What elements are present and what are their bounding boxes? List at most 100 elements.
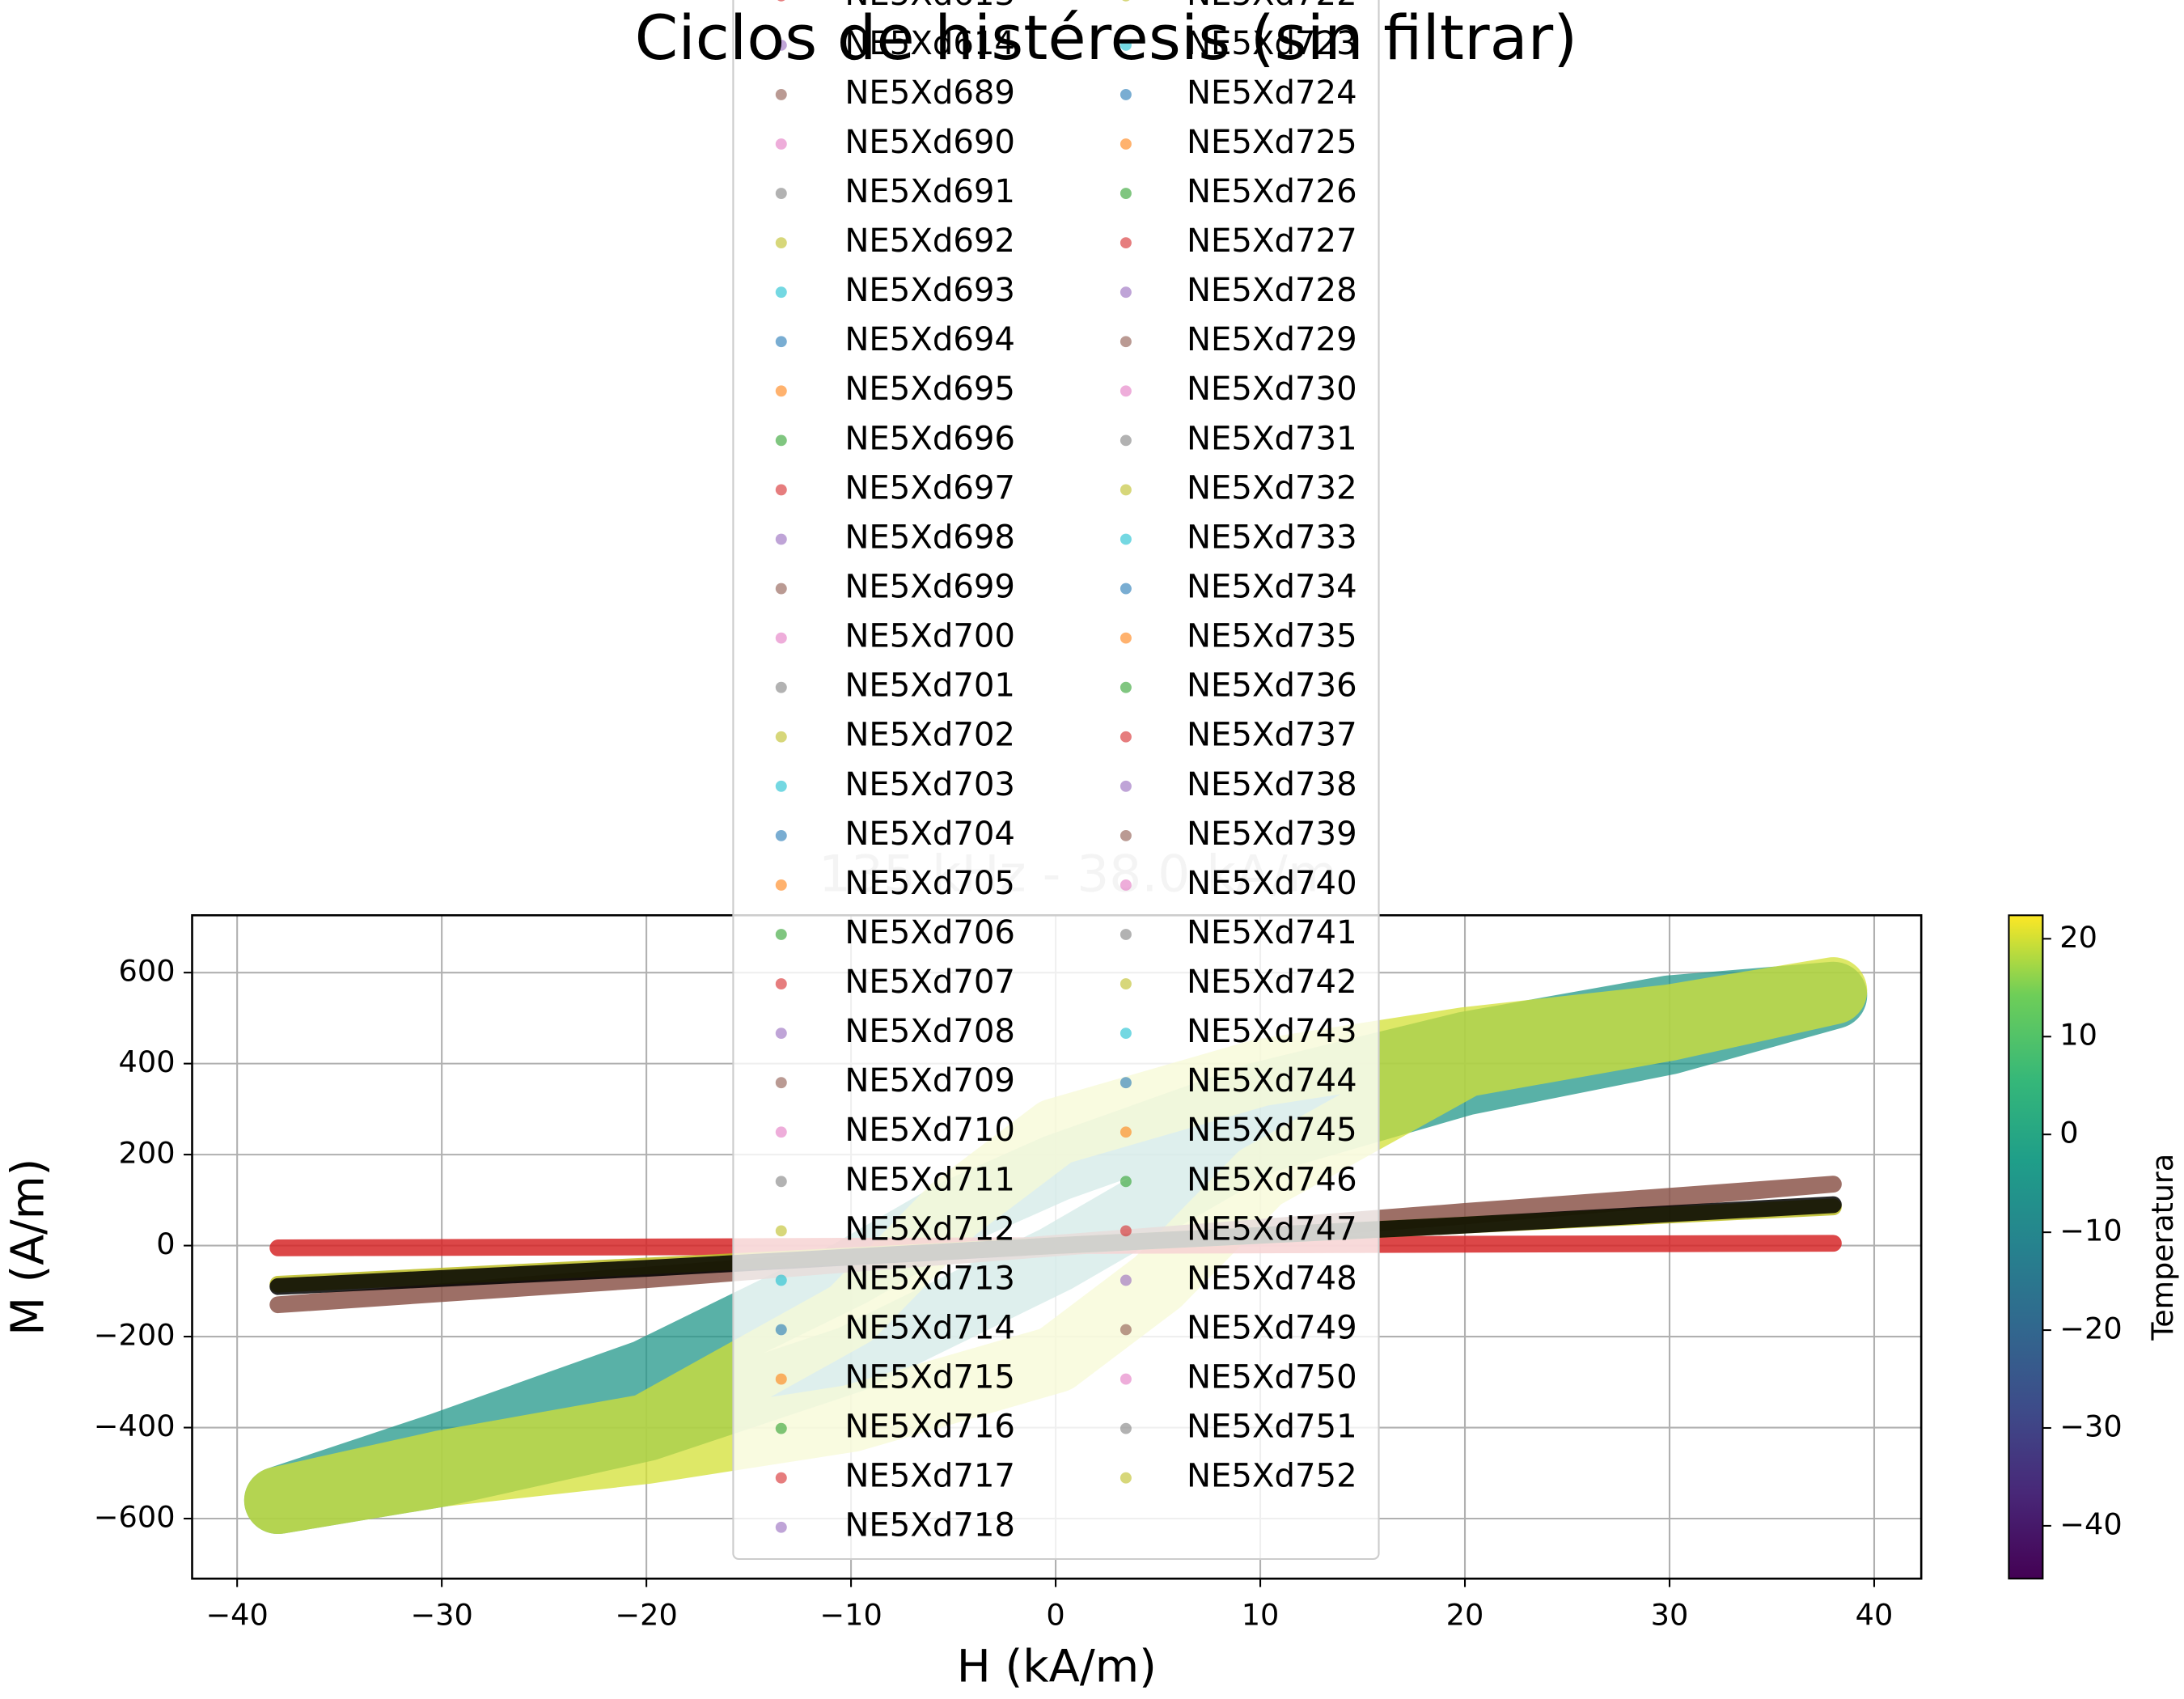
legend-marker bbox=[1120, 1373, 1132, 1385]
legend-label: NE5Xd745 bbox=[1187, 1112, 1357, 1149]
legend-label: NE5Xd742 bbox=[1187, 964, 1357, 1001]
legend-label: NE5Xd735 bbox=[1187, 618, 1357, 655]
legend-marker bbox=[775, 336, 787, 348]
legend-label: NE5Xd727 bbox=[1187, 222, 1357, 260]
legend-marker bbox=[1120, 632, 1132, 644]
legend-marker bbox=[1120, 1324, 1132, 1336]
legend-label: NE5Xd697 bbox=[844, 470, 1015, 507]
y-tick-label: −200 bbox=[94, 1318, 176, 1353]
colorbar-tick-label: 20 bbox=[2059, 920, 2097, 955]
x-tick-label: 10 bbox=[1242, 1598, 1280, 1633]
legend-label: NE5Xd705 bbox=[844, 865, 1015, 902]
legend-label: NE5Xd734 bbox=[1187, 569, 1357, 606]
legend-label: NE5Xd704 bbox=[844, 816, 1015, 853]
legend-marker bbox=[1120, 1027, 1132, 1040]
colorbar bbox=[2008, 914, 2044, 1580]
legend-marker bbox=[775, 385, 787, 397]
legend-marker bbox=[775, 1472, 787, 1484]
legend-marker bbox=[1120, 879, 1132, 891]
legend-marker bbox=[775, 632, 787, 644]
legend-label: NE5Xd729 bbox=[1187, 321, 1357, 358]
x-tick-label: 20 bbox=[1446, 1598, 1484, 1633]
colorbar-tick-label: −30 bbox=[2059, 1409, 2122, 1444]
legend-label: NE5Xd746 bbox=[1187, 1161, 1357, 1198]
legend-marker bbox=[1120, 188, 1132, 199]
chart-title: Ciclos de histéresis (sin filtrar) bbox=[635, 2, 1578, 74]
legend-label: NE5Xd739 bbox=[1187, 816, 1357, 853]
legend-label: NE5Xd736 bbox=[1187, 667, 1357, 705]
legend-marker bbox=[775, 929, 787, 940]
legend-label: NE5Xd744 bbox=[1187, 1062, 1357, 1099]
colorbar-tick-label: 0 bbox=[2059, 1116, 2078, 1150]
legend-marker bbox=[1120, 1274, 1132, 1286]
legend-marker bbox=[1120, 89, 1132, 100]
legend-marker bbox=[775, 879, 787, 891]
legend-label: NE5Xd738 bbox=[1187, 766, 1357, 803]
y-tick-label: 600 bbox=[119, 954, 176, 989]
x-tick-label: 40 bbox=[1856, 1598, 1894, 1633]
legend-marker bbox=[775, 1225, 787, 1237]
legend-marker bbox=[775, 1274, 787, 1286]
legend-label: NE5Xd751 bbox=[1187, 1409, 1357, 1446]
legend-marker bbox=[1120, 1225, 1132, 1237]
legend-label: NE5Xd715 bbox=[844, 1359, 1015, 1396]
x-tick-label: −10 bbox=[819, 1598, 882, 1633]
legend-box bbox=[732, 0, 1380, 1561]
y-tick-label: 0 bbox=[156, 1227, 175, 1261]
legend-marker bbox=[775, 731, 787, 743]
legend-marker bbox=[775, 1027, 787, 1040]
colorbar-tick-label: 10 bbox=[2059, 1018, 2097, 1053]
legend-marker bbox=[775, 681, 787, 693]
legend-marker bbox=[1120, 731, 1132, 743]
legend-marker bbox=[1120, 1422, 1132, 1434]
legend-marker bbox=[775, 1521, 787, 1533]
x-tick-label: 0 bbox=[1046, 1598, 1064, 1633]
legend-label: NE5Xd724 bbox=[1187, 74, 1357, 112]
legend-label: NE5Xd718 bbox=[844, 1507, 1015, 1544]
legend-label: NE5Xd713 bbox=[844, 1260, 1015, 1298]
y-axis-label: M (A/m) bbox=[2, 1159, 54, 1336]
legend-marker bbox=[775, 978, 787, 989]
legend-label: NE5Xd689 bbox=[844, 74, 1015, 112]
legend-label: NE5Xd750 bbox=[1187, 1359, 1357, 1396]
legend-marker bbox=[775, 583, 787, 595]
legend-marker bbox=[1120, 533, 1132, 545]
legend-label: NE5Xd694 bbox=[844, 321, 1015, 358]
legend-label: NE5Xd741 bbox=[1187, 914, 1357, 951]
legend-marker bbox=[1120, 829, 1132, 841]
legend-label: NE5Xd712 bbox=[844, 1210, 1015, 1248]
legend-label: NE5Xd695 bbox=[844, 371, 1015, 408]
legend-marker bbox=[1120, 1176, 1132, 1188]
x-axis-label: H (kA/m) bbox=[957, 1641, 1157, 1693]
legend-label: NE5Xd702 bbox=[844, 717, 1015, 754]
legend-label: NE5Xd752 bbox=[1187, 1458, 1357, 1495]
legend-marker bbox=[775, 1126, 787, 1138]
colorbar-tick-label: −40 bbox=[2059, 1507, 2122, 1542]
y-tick-label: 200 bbox=[119, 1136, 176, 1171]
legend-marker bbox=[775, 39, 787, 51]
legend-marker bbox=[775, 188, 787, 199]
legend-marker bbox=[775, 1373, 787, 1385]
legend-label: NE5Xd714 bbox=[844, 1310, 1015, 1347]
legend-label: NE5Xd722 bbox=[1187, 0, 1357, 13]
legend-label: NE5Xd737 bbox=[1187, 717, 1357, 754]
legend-label: NE5Xd749 bbox=[1187, 1310, 1357, 1347]
legend-label: NE5Xd696 bbox=[844, 420, 1015, 457]
legend-marker bbox=[1120, 583, 1132, 595]
legend-marker bbox=[1120, 138, 1132, 150]
legend-marker bbox=[1120, 385, 1132, 397]
colorbar-label: Temperatura bbox=[2145, 1154, 2180, 1341]
legend-label: NE5Xd709 bbox=[844, 1062, 1015, 1099]
legend-label: NE5Xd748 bbox=[1187, 1260, 1357, 1298]
legend-marker bbox=[775, 1422, 787, 1434]
legend-marker bbox=[775, 286, 787, 299]
legend-label: NE5Xd726 bbox=[1187, 173, 1357, 210]
legend-marker bbox=[1120, 780, 1132, 792]
legend-marker bbox=[1120, 434, 1132, 447]
x-tick-label: 30 bbox=[1651, 1598, 1689, 1633]
y-tick-label: 400 bbox=[119, 1044, 176, 1079]
y-tick-label: −400 bbox=[94, 1409, 176, 1443]
legend-marker bbox=[775, 1077, 787, 1089]
